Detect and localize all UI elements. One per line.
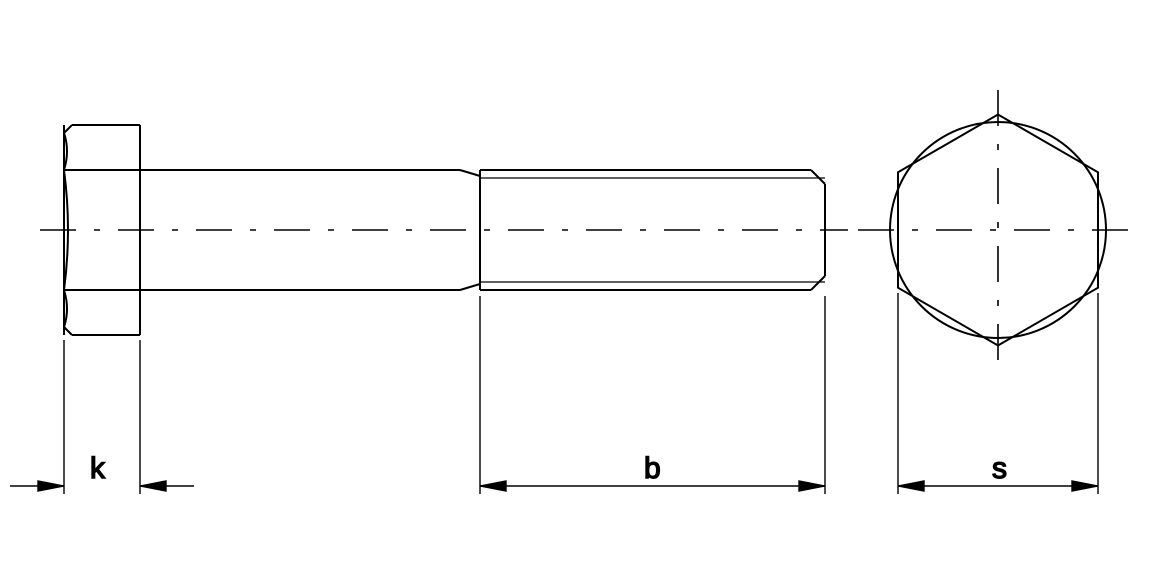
dimension-b: b xyxy=(480,296,825,494)
label-s: s xyxy=(992,452,1007,485)
side-view: k b xyxy=(10,125,848,494)
end-view: s xyxy=(858,90,1138,494)
bolt-technical-drawing: k b xyxy=(0,0,1168,572)
dimension-k: k xyxy=(10,340,194,494)
label-k: k xyxy=(90,452,106,485)
label-b: b xyxy=(644,452,661,485)
dimension-s: s xyxy=(898,293,1098,494)
